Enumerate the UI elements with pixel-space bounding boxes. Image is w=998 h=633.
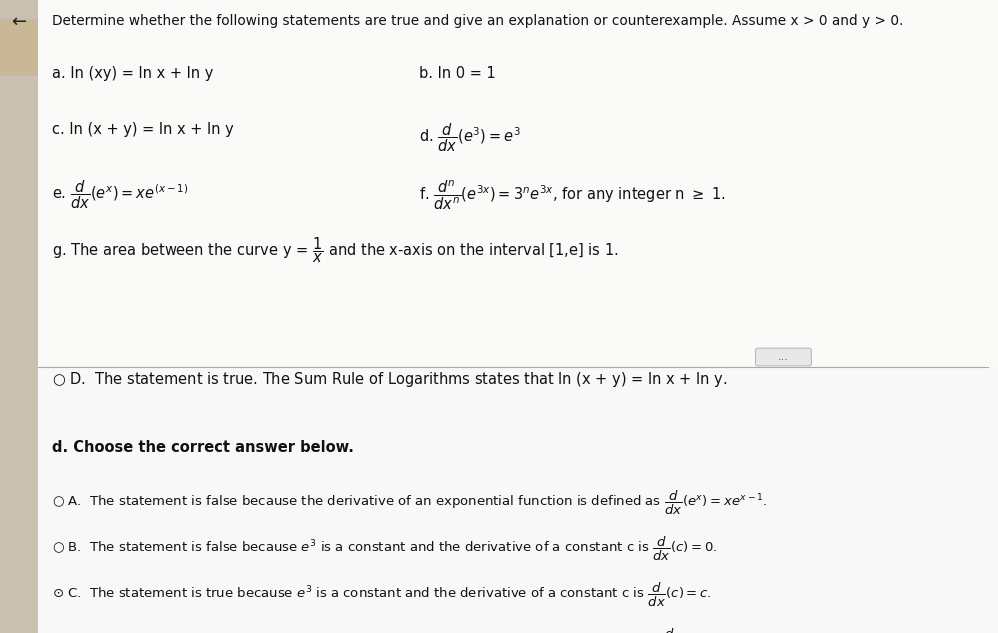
FancyBboxPatch shape xyxy=(755,348,811,366)
Bar xyxy=(0,0,38,633)
Bar xyxy=(38,0,998,367)
Text: $\odot$ C.  The statement is true because $e^3$ is a constant and the derivative: $\odot$ C. The statement is true because… xyxy=(52,581,712,609)
Text: d. $\dfrac{d}{dx}\left(e^3\right) = e^3$: d. $\dfrac{d}{dx}\left(e^3\right) = e^3$ xyxy=(419,122,521,154)
Text: d. Choose the correct answer below.: d. Choose the correct answer below. xyxy=(52,440,353,455)
Text: c. ln (x + y) = ln x + ln y: c. ln (x + y) = ln x + ln y xyxy=(52,122,234,137)
Text: $\bigcirc$ D.  The statement is true. The Sum Rule of Logarithms states that ln : $\bigcirc$ D. The statement is true. The… xyxy=(52,370,728,389)
Text: $\bigcirc$ A.  The statement is false because the derivative of an exponential f: $\bigcirc$ A. The statement is false bec… xyxy=(52,489,767,517)
Text: g. The area between the curve y = $\dfrac{1}{x}$ and the x-axis on the interval : g. The area between the curve y = $\dfra… xyxy=(52,235,619,265)
Text: Determine whether the following statements are true and give an explanation or c: Determine whether the following statemen… xyxy=(52,14,903,28)
Text: e. $\dfrac{d}{dx}\left(e^x\right) = xe^{(x-1)}$: e. $\dfrac{d}{dx}\left(e^x\right) = xe^{… xyxy=(52,179,189,211)
Text: $\bigcirc$ B.  The statement is false because $e^3$ is a constant and the deriva: $\bigcirc$ B. The statement is false bec… xyxy=(52,535,718,563)
Text: a. ln (xy) = ln x + ln y: a. ln (xy) = ln x + ln y xyxy=(52,66,214,82)
Bar xyxy=(38,367,998,633)
Text: f. $\dfrac{d^n}{dx^n}\left(e^{3x}\right) = 3^n e^{3x}$, for any integer n $\geq$: f. $\dfrac{d^n}{dx^n}\left(e^{3x}\right)… xyxy=(419,179,726,212)
Text: $\bigcirc$ D.  The statement is true because the derivative of an exponential fu: $\bigcirc$ D. The statement is true beca… xyxy=(52,627,740,633)
Text: ←: ← xyxy=(11,13,27,31)
Bar xyxy=(0,19,38,76)
Text: ...: ... xyxy=(778,352,788,362)
Text: b. ln 0 = 1: b. ln 0 = 1 xyxy=(419,66,496,82)
